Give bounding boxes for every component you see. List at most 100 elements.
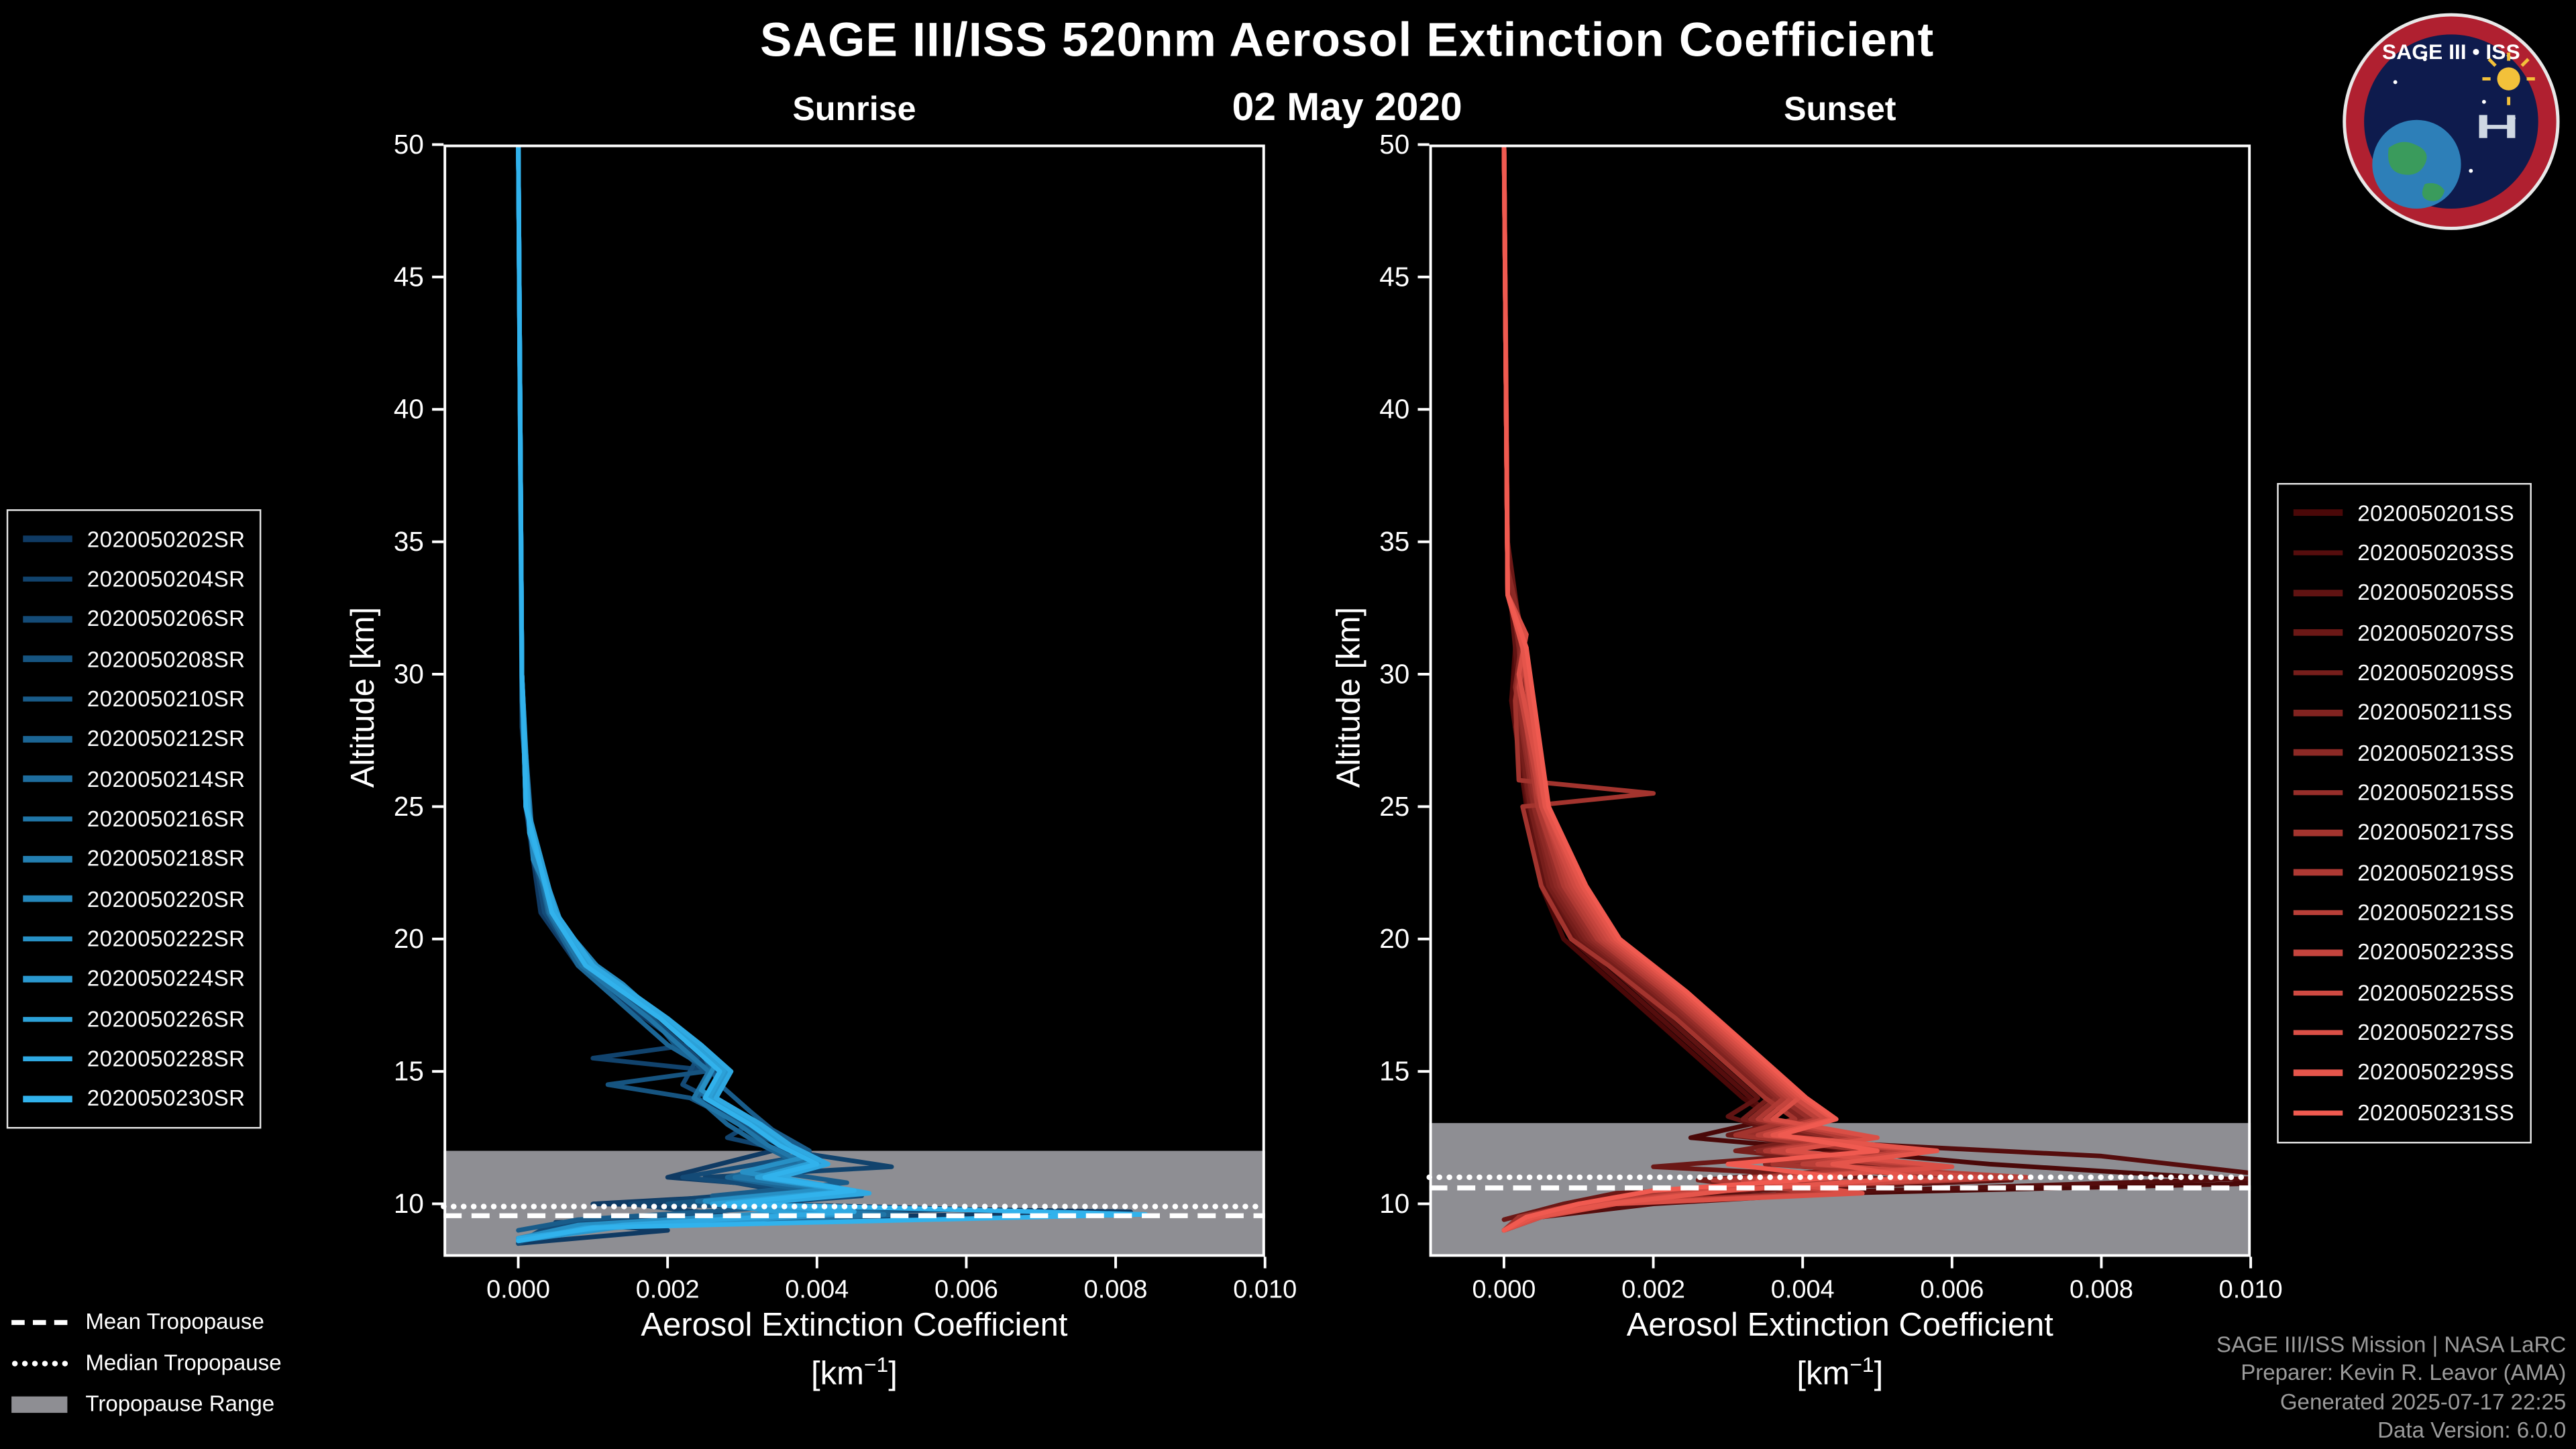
legend-item: 2020050219SS [2293, 853, 2515, 893]
legend-item: 2020050224SR [23, 959, 245, 1000]
y-tick-label: 25 [394, 791, 424, 822]
legend-swatch [2293, 1110, 2343, 1116]
legend-item: 2020050221SS [2293, 893, 2514, 933]
legend-label: 2020050222SR [87, 926, 246, 952]
legend-label: 2020050207SS [2357, 620, 2515, 645]
chart-date: 02 May 2020 [1232, 85, 1462, 130]
legend-item: 2020050207SS [2293, 613, 2515, 653]
x-tick-label: 0.004 [1771, 1276, 1835, 1304]
legend-item: 2020050201SS [2293, 493, 2514, 533]
legend-item: 2020050214SR [23, 759, 245, 800]
sunset-y-axis-label: Altitude [km] [1331, 606, 1368, 788]
legend-item: 2020050228SR [23, 1039, 245, 1079]
plot-frame [1429, 144, 2251, 1257]
logo-iss-icon [2479, 115, 2516, 138]
sunset-legend: 2020050201SS 2020050203SS 2020050205SS 2020… [2277, 483, 2531, 1143]
unit-base: [km [1796, 1356, 1850, 1393]
legend-item: 2020050203SS [2293, 533, 2514, 573]
series-line [516, 144, 887, 1244]
series-line [516, 144, 969, 1246]
legend-item: 2020050226SR [23, 999, 245, 1039]
legend-swatch [2293, 790, 2343, 796]
legend-label: 2020050213SS [2357, 740, 2515, 765]
x-tick-label: 0.008 [2070, 1276, 2133, 1304]
legend-item: 2020050216SR [23, 799, 245, 839]
series-line [1501, 144, 1880, 1233]
legend-item: 2020050225SS [2293, 973, 2515, 1013]
series-line [516, 144, 857, 1241]
credit-line-preparer: Preparer: Kevin R. Leavor (AMA) [2241, 1360, 2567, 1386]
logo-title: SAGE III • ISS [2382, 40, 2520, 64]
legend-swatch [23, 696, 72, 702]
series-line [1501, 144, 1917, 1222]
legend-label: 2020050212SR [87, 727, 246, 752]
legend-swatch [2293, 590, 2343, 596]
x-tick-label: 0.004 [785, 1276, 849, 1304]
legend-swatch [23, 1056, 72, 1063]
sunset-plot-area: 50 45 40 35 30 25 20 15 10 0.000 0.002 0.004 0.006 0.… [1379, 129, 2282, 1304]
y-tick-label: 35 [1379, 526, 1409, 557]
legend-swatch [2293, 989, 2343, 996]
legend-item: 2020050202SR [23, 519, 245, 559]
x-tick-label: 0.010 [1233, 1276, 1297, 1304]
logo-earth-icon [2372, 119, 2461, 209]
unit-close: ] [1874, 1356, 1884, 1393]
legend-label: 2020050209SS [2357, 660, 2515, 686]
legend-item: 2020050220SR [23, 879, 245, 919]
legend-item: 2020050205SS [2293, 573, 2514, 613]
legend-item: 2020050218SR [23, 839, 245, 879]
legend-swatch [23, 775, 72, 782]
series-line [516, 144, 1148, 1244]
legend-item: 2020050217SS [2293, 813, 2514, 853]
legend-label: 2020050227SS [2357, 1020, 2515, 1045]
legend-swatch [2293, 549, 2343, 556]
y-tick-label: 45 [1379, 261, 1409, 292]
credit-line-version: Data Version: 6.0.0 [2377, 1418, 2567, 1444]
y-tick-label: 15 [394, 1056, 424, 1087]
series-line [1501, 144, 1970, 1233]
legend-swatch [2293, 830, 2343, 836]
legend-swatch [2293, 1030, 2343, 1036]
y-tick-label: 20 [394, 923, 424, 954]
legend-label: 2020050216SR [87, 806, 246, 832]
legend-swatch [23, 536, 72, 543]
x-tick-label: 0.006 [934, 1276, 998, 1304]
legend-item: 2020050210SR [23, 679, 245, 719]
legend-swatch [23, 656, 72, 662]
sunrise-x-axis-unit: [km−1] [443, 1352, 1265, 1395]
legend-label: 2020050204SR [87, 566, 246, 592]
legend-label: 2020050226SR [87, 1006, 246, 1032]
median-tropopause-label: Median Tropopause [85, 1350, 282, 1375]
tropopause-range-label: Tropopause Range [85, 1391, 275, 1417]
legend-swatch [2293, 869, 2343, 876]
legend-swatch [2293, 669, 2343, 676]
mean-tropopause-label: Mean Tropopause [85, 1309, 264, 1334]
tropopause-range-swatch [11, 1395, 68, 1412]
legend-swatch [2293, 629, 2343, 636]
legend-item: 2020050215SS [2293, 773, 2514, 813]
legend-label: 2020050202SR [87, 527, 246, 552]
x-tick-label: 0.000 [486, 1276, 550, 1304]
legend-swatch [23, 896, 72, 902]
x-tick-label: 0.006 [1920, 1276, 1984, 1304]
legend-label: 2020050228SR [87, 1046, 246, 1072]
legend-item: 2020050227SS [2293, 1013, 2515, 1053]
legend-swatch [23, 736, 72, 743]
legend-label: 2020050219SS [2357, 860, 2515, 885]
y-tick-label: 10 [1379, 1188, 1409, 1219]
legend-label: 2020050225SS [2357, 980, 2515, 1006]
sunrise-legend: 2020050202SR 2020050204SR 2020050206SR 2020… [6, 509, 262, 1129]
series-line [1501, 144, 1940, 1233]
y-tick-label: 45 [394, 261, 424, 292]
sunrise-plot-area: 50 45 40 35 30 25 20 15 10 0.000 0.002 0.004 0.006 0.… [394, 129, 1297, 1304]
unit-exponent: −1 [863, 1352, 889, 1377]
series-line [516, 144, 909, 1244]
y-tick-label: 50 [1379, 129, 1409, 160]
tropopause-legend: Mean Tropopause Median Tropopause Tropop… [10, 1301, 282, 1425]
sunset-x-axis-unit: [km−1] [1430, 1352, 2251, 1395]
legend-swatch [2293, 910, 2343, 916]
unit-base: [km [811, 1356, 864, 1393]
series-line [516, 144, 1133, 1246]
y-tick-label: 25 [1379, 791, 1409, 822]
